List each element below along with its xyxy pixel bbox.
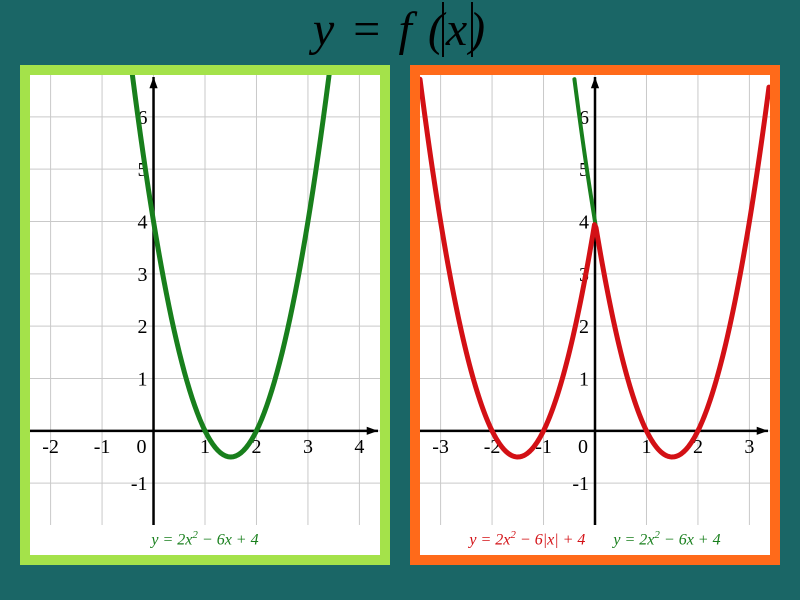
svg-text:-1: -1	[94, 436, 111, 458]
page-title: y = f (x)	[0, 0, 800, 57]
svg-text:2: 2	[579, 316, 589, 338]
svg-text:0: 0	[137, 436, 147, 458]
panels-row: -2-101234-1123456 y = 2x2 − 6x + 4 -3-2-…	[0, 57, 800, 575]
chart-panel-right: -3-2-10123-1123456 y = 2x2 − 6|x| + 4y =…	[410, 65, 780, 565]
svg-text:-1: -1	[131, 473, 148, 495]
equation-row-left: y = 2x2 − 6x + 4	[30, 529, 380, 549]
equation-label: y = 2x2 − 6x + 4	[613, 529, 720, 549]
equation-row-right: y = 2x2 − 6|x| + 4 y = 2x2 − 6x + 4	[420, 529, 770, 549]
svg-text:4: 4	[579, 212, 589, 234]
equation-label: y = 2x2 − 6|x| + 4	[469, 529, 585, 549]
chart-panel-left: -2-101234-1123456 y = 2x2 − 6x + 4	[20, 65, 390, 565]
svg-text:-1: -1	[572, 473, 589, 495]
svg-text:-2: -2	[42, 436, 59, 458]
svg-text:1: 1	[138, 368, 148, 390]
svg-text:3: 3	[303, 436, 313, 458]
svg-text:4: 4	[354, 436, 364, 458]
title-f: f	[399, 3, 414, 56]
svg-text:-3: -3	[432, 436, 449, 458]
svg-text:2: 2	[138, 316, 148, 338]
chart-right: -3-2-10123-1123456	[420, 75, 770, 555]
chart-left: -2-101234-1123456	[30, 75, 380, 555]
title-y: y	[313, 3, 336, 56]
svg-text:3: 3	[744, 436, 754, 458]
equation-label: y = 2x2 − 6x + 4	[151, 529, 258, 549]
svg-text:0: 0	[578, 436, 588, 458]
svg-text:3: 3	[138, 264, 148, 286]
svg-text:4: 4	[138, 212, 148, 234]
svg-text:1: 1	[579, 368, 589, 390]
